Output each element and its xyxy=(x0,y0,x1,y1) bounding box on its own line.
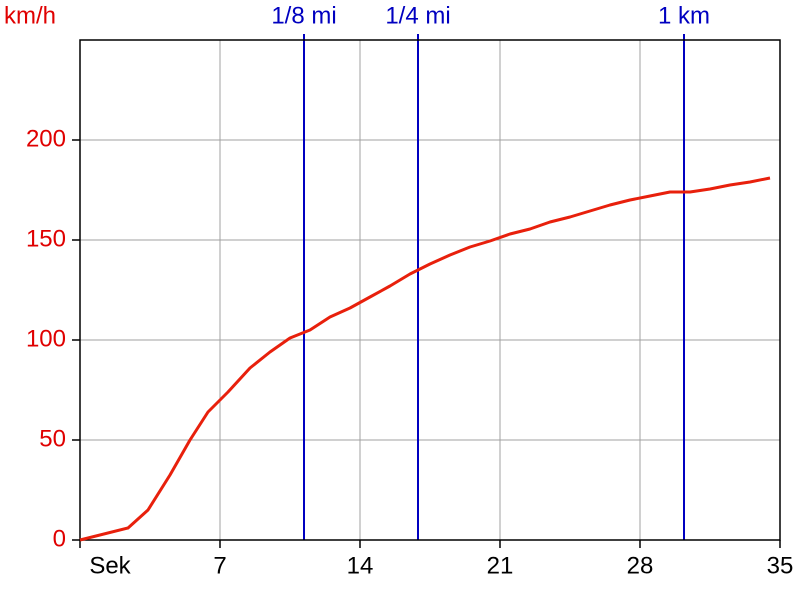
y-tick-label: 200 xyxy=(26,125,66,152)
y-tick-label: 50 xyxy=(39,425,66,452)
plot-frame xyxy=(79,39,781,541)
x-tick-label: 28 xyxy=(627,552,654,579)
y-tick-label: 100 xyxy=(26,325,66,352)
x-tick-label: 14 xyxy=(347,552,374,579)
x-tick-label: 35 xyxy=(767,552,794,579)
distance-marker-label: 1 km xyxy=(658,2,710,29)
y-axis-label: km/h xyxy=(4,2,56,29)
distance-marker-label: 1/8 mi xyxy=(271,2,336,29)
y-tick-label: 0 xyxy=(53,525,66,552)
y-tick-label: 150 xyxy=(26,225,66,252)
distance-marker-label: 1/4 mi xyxy=(385,2,450,29)
x-tick-label: 7 xyxy=(213,552,226,579)
x-tick-label: 21 xyxy=(487,552,514,579)
x-tick-label: Sek xyxy=(89,552,131,579)
speed-line xyxy=(79,176,771,542)
